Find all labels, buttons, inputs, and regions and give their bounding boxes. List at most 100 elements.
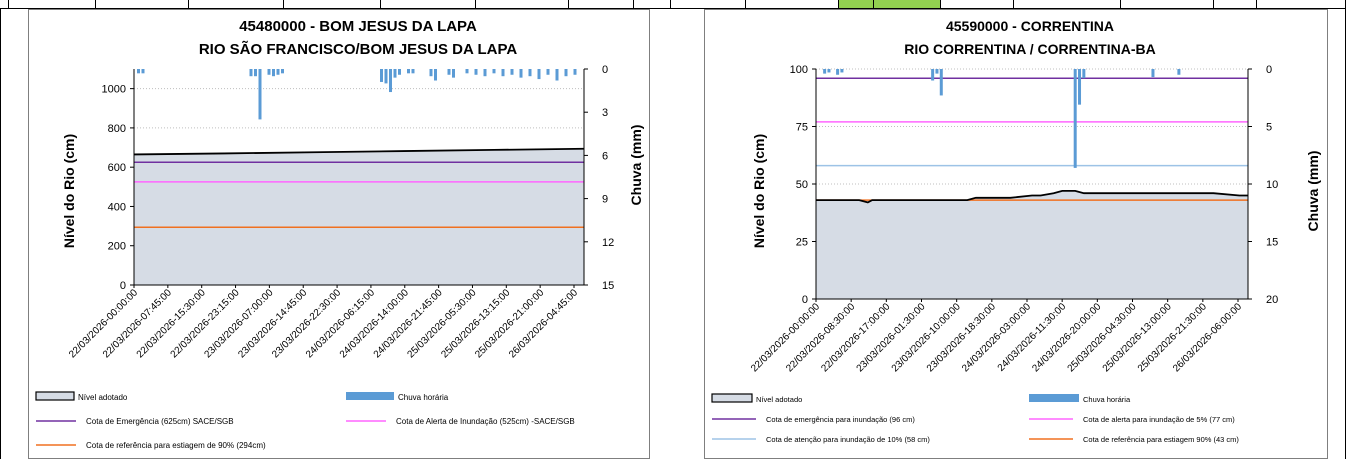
rain-bar xyxy=(840,69,844,73)
y2-tick-label: 10 xyxy=(1266,179,1278,191)
table-cell xyxy=(9,0,96,8)
y-tick-label: 0 xyxy=(120,280,126,292)
rain-bar xyxy=(836,69,840,75)
table-cell xyxy=(671,0,746,8)
rain-bar xyxy=(492,69,496,74)
rain-bar xyxy=(434,69,437,81)
rain-bar xyxy=(384,69,388,84)
y-tick-label: 75 xyxy=(796,122,808,134)
rain-bar xyxy=(1177,69,1181,75)
legend-swatch-bar xyxy=(346,392,394,400)
table-cell xyxy=(746,0,839,8)
y2-tick-label: 6 xyxy=(602,150,608,162)
rain-bar xyxy=(380,69,383,82)
level-area xyxy=(134,148,584,285)
y-axis-label: Nível do Rio (cm) xyxy=(751,134,767,248)
y-tick-label: 200 xyxy=(108,241,126,253)
table-cell xyxy=(381,0,476,8)
y2-tick-label: 5 xyxy=(1266,122,1272,134)
rain-bar xyxy=(393,69,397,78)
rain-bar xyxy=(510,69,514,75)
rain-bar xyxy=(1082,69,1086,79)
table-cell xyxy=(569,0,634,8)
rain-bar xyxy=(429,69,433,77)
table-cell xyxy=(96,0,189,8)
rain-bar xyxy=(823,69,827,74)
y2-tick-label: 15 xyxy=(602,280,614,292)
y-tick-label: 0 xyxy=(802,294,808,306)
legend-label: Nível adotado xyxy=(78,393,128,402)
table-cell-highlight xyxy=(839,0,874,8)
legend-label: Cota de emergência para inundação (96 cm… xyxy=(766,415,915,424)
table-cell-highlight xyxy=(874,0,941,8)
y2-axis-label: Chuva (mm) xyxy=(1305,151,1321,232)
level-area xyxy=(816,190,1248,299)
table-cell xyxy=(1214,0,1257,8)
chart-correntina: 45590000 - CORRENTINA RIO CORRENTINA / C… xyxy=(704,9,1328,459)
y2-tick-label: 0 xyxy=(602,64,608,76)
rain-bar xyxy=(827,69,831,73)
y-tick-label: 600 xyxy=(108,162,126,174)
rain-bar xyxy=(483,69,487,77)
legend-label: Nível adotado xyxy=(756,395,802,404)
y2-tick-label: 15 xyxy=(1266,237,1278,249)
table-cell xyxy=(941,0,1014,8)
legend-swatch-box xyxy=(35,391,75,401)
y2-axis-label: Chuva (mm) xyxy=(628,125,644,206)
rain-bar xyxy=(1073,69,1077,168)
chart-subtitle: RIO SÃO FRANCISCO/BOM JESUS DA LAPA xyxy=(199,40,518,58)
table-cell xyxy=(634,0,671,8)
rain-bar xyxy=(258,69,262,120)
legend: Nível adotado Chuva horária Cota de emergê… xyxy=(711,393,1239,444)
legend-label: Cota de atenção para inundação de 10% (5… xyxy=(766,435,930,444)
rain-bar xyxy=(465,69,469,74)
chart-title: 45480000 - BOM JESUS DA LAPA xyxy=(239,18,477,35)
rain-bar xyxy=(137,69,140,74)
rain-bar xyxy=(249,69,253,77)
rain-bar xyxy=(519,69,523,78)
rain-bar xyxy=(281,69,284,74)
y-tick-label: 100 xyxy=(790,64,808,76)
y-tick-label: 25 xyxy=(796,237,808,249)
rain-bar xyxy=(447,69,451,75)
rain-bar xyxy=(546,69,550,75)
legend-swatch-box xyxy=(711,393,753,403)
table-cell xyxy=(1121,0,1214,8)
legend-label: Chuva horária xyxy=(1083,395,1131,404)
rain-bar xyxy=(254,69,257,77)
rain-bar xyxy=(389,69,392,93)
rain-bar xyxy=(474,69,478,75)
rain-bar xyxy=(537,69,541,80)
y2-tick-label: 3 xyxy=(602,107,608,119)
y-tick-label: 800 xyxy=(108,123,126,135)
chart-panel-correntina: 45590000 - CORRENTINA RIO CORRENTINA / C… xyxy=(704,9,1328,459)
rain-bar xyxy=(267,69,271,75)
y2-tick-label: 20 xyxy=(1266,294,1278,306)
table-left-border xyxy=(0,8,1,459)
table-cell xyxy=(476,0,569,8)
table-cell xyxy=(284,0,381,8)
rain-bar xyxy=(407,69,410,74)
rain-bar xyxy=(573,69,577,75)
y2-tick-label: 0 xyxy=(1266,64,1272,76)
rain-bar xyxy=(398,69,401,75)
rain-bar xyxy=(1151,69,1155,78)
legend-label: Cota de Emergência (625cm) SACE/SGB xyxy=(86,417,234,426)
legend-label: Cota de referência para estiagem 90% (43… xyxy=(1083,435,1239,444)
rain-bar xyxy=(501,69,505,77)
table-cell xyxy=(1257,0,1346,8)
table-divider xyxy=(0,8,1346,9)
chart-subtitle: RIO CORRENTINA / CORRENTINA-BA xyxy=(904,41,1155,57)
rain-bar xyxy=(939,69,943,96)
y-tick-label: 50 xyxy=(796,179,808,191)
legend: Nível adotado Chuva horária Cota de Emergê… xyxy=(35,391,575,450)
y-axis-label: Nível do Rio (cm) xyxy=(61,134,77,248)
legend-swatch-bar xyxy=(1029,394,1079,402)
rain-bar xyxy=(276,69,280,75)
rain-bar xyxy=(555,69,559,81)
rain-bar xyxy=(935,69,939,74)
table-cell xyxy=(1014,0,1121,8)
y-tick-label: 400 xyxy=(108,201,126,213)
rain-bar xyxy=(452,69,455,78)
chart-title: 45590000 - CORRENTINA xyxy=(946,18,1114,34)
